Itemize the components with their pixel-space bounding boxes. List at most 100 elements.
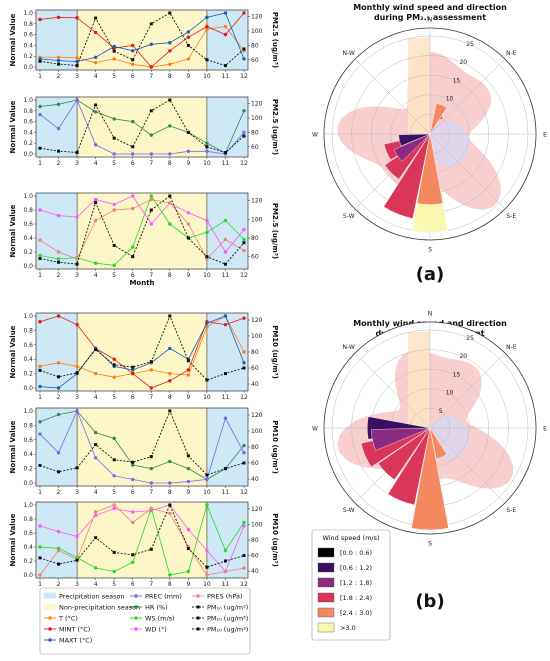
y-tick-label: 0.2: [23, 371, 33, 378]
series-line-PRES: [39, 199, 245, 260]
data-point-MAXT: [205, 15, 209, 20]
precipitation-season-band: [206, 408, 248, 486]
data-point-PM: [168, 194, 172, 198]
x-tick-label: 3: [75, 581, 79, 588]
data-point-PM: [38, 146, 42, 150]
x-tick-label: 2: [57, 73, 61, 80]
x-tick-label: 9: [186, 272, 190, 279]
data-point-PM: [75, 262, 79, 266]
rose-direction-label: S: [428, 247, 432, 254]
y-tick-label: 0.0: [23, 64, 33, 71]
data-point-WD: [149, 222, 153, 226]
y-tick-label: 0.0: [23, 151, 33, 158]
data-point-T: [223, 24, 228, 29]
data-point-WS: [93, 566, 98, 570]
data-point-MINT: [56, 15, 61, 20]
data-point-MINT: [75, 16, 79, 20]
y-tick-label: 0.8: [23, 516, 33, 523]
x-tick-label: 6: [131, 581, 135, 588]
series-line-WS: [39, 503, 245, 576]
data-point-MINT: [242, 11, 246, 15]
data-point-PM: [186, 43, 190, 47]
data-point-MAXT: [223, 11, 228, 15]
rose-sector: [370, 427, 431, 451]
data-point-WS: [38, 253, 42, 258]
x-tick-label: 7: [149, 272, 153, 279]
x-tick-label: 6: [131, 489, 135, 496]
x-tick-label: 9: [186, 73, 190, 80]
rose-spoke: [429, 133, 506, 210]
precipitation-season-band: [206, 10, 248, 70]
rose-direction-label: S-E: [506, 507, 516, 514]
x-tick-label: 6: [131, 272, 135, 279]
data-point-HR: [112, 117, 116, 121]
data-point-T: [75, 364, 79, 369]
data-point-PRES: [131, 206, 135, 211]
data-point-PM: [149, 547, 153, 551]
plot-frame: [35, 96, 249, 158]
y-tick-label: 0.4: [23, 42, 33, 49]
data-point-PM: [38, 257, 42, 261]
data-point-PM: [94, 103, 98, 107]
x-tick-label: 11: [222, 489, 230, 496]
rose-sector: [416, 133, 444, 205]
data-point-PREC: [168, 152, 172, 156]
data-point-PREC: [75, 409, 79, 413]
x-tick-label: 4: [94, 160, 98, 167]
data-point-WS: [168, 222, 172, 226]
data-point-PM: [168, 11, 172, 15]
data-point-MAXT: [56, 58, 61, 63]
data-point-PREC: [149, 152, 153, 156]
y-tick-label: 0.8: [23, 207, 33, 214]
series-line-MAXT: [39, 315, 245, 389]
y-tick-label: 0.8: [23, 108, 33, 115]
data-point-MAXT: [168, 41, 172, 45]
data-point-PRES: [168, 201, 172, 205]
data-point-WS: [223, 548, 228, 553]
data-point-MAXT: [56, 386, 61, 390]
rose-radial-label: 20: [459, 59, 467, 66]
x-tick-label: 7: [149, 581, 153, 588]
legend-label: PM₁₀ (ug/m³): [207, 615, 248, 623]
data-point-PRES: [56, 548, 61, 553]
y-tick-label: 0.2: [23, 466, 33, 473]
data-point-WD: [56, 213, 61, 218]
x-tick-label: 2: [57, 581, 61, 588]
data-point-WS: [242, 520, 246, 525]
data-point-PM: [242, 461, 246, 465]
data-point-PM: [57, 375, 61, 379]
data-point-PM: [94, 201, 98, 205]
x-tick-label: 2: [57, 489, 61, 496]
x-tick-label: 12: [240, 160, 248, 167]
data-point-PM: [186, 547, 190, 551]
y-tick-label: 0.8: [23, 327, 33, 334]
legend-label: WS (m/s): [145, 615, 175, 623]
precipitation-season-band: [206, 502, 248, 578]
x-tick-label: 9: [186, 394, 190, 401]
x-tick-label: 7: [149, 160, 153, 167]
x-tick-label: 5: [112, 581, 116, 588]
data-point-PREC: [38, 432, 42, 436]
wind-legend-swatch: [317, 622, 335, 633]
data-point-PRES: [205, 573, 209, 577]
data-point-PM: [57, 149, 61, 153]
x-tick-label: 11: [222, 394, 230, 401]
x-tick-label: 1: [38, 272, 42, 279]
y2-tick-label: 120: [251, 14, 263, 21]
y-axis-label: Normal Value: [9, 100, 17, 153]
data-point-PRES: [75, 257, 79, 261]
data-point-PM: [38, 368, 42, 372]
data-point-HR: [168, 459, 172, 464]
data-point-PM: [205, 58, 209, 62]
rose-direction-label: N-W: [343, 344, 355, 351]
legend-marker: [196, 616, 200, 620]
legend-label: PREC (mm): [145, 593, 182, 601]
rose-radial-label: 15: [453, 77, 461, 84]
data-point-WS: [205, 230, 209, 235]
data-point-PRES: [131, 520, 135, 525]
x-tick-label: 8: [168, 160, 172, 167]
y2-tick-label: 120: [251, 506, 263, 513]
data-point-PM: [38, 556, 42, 560]
x-tick-label: 7: [149, 394, 153, 401]
data-point-MAXT: [242, 57, 246, 61]
